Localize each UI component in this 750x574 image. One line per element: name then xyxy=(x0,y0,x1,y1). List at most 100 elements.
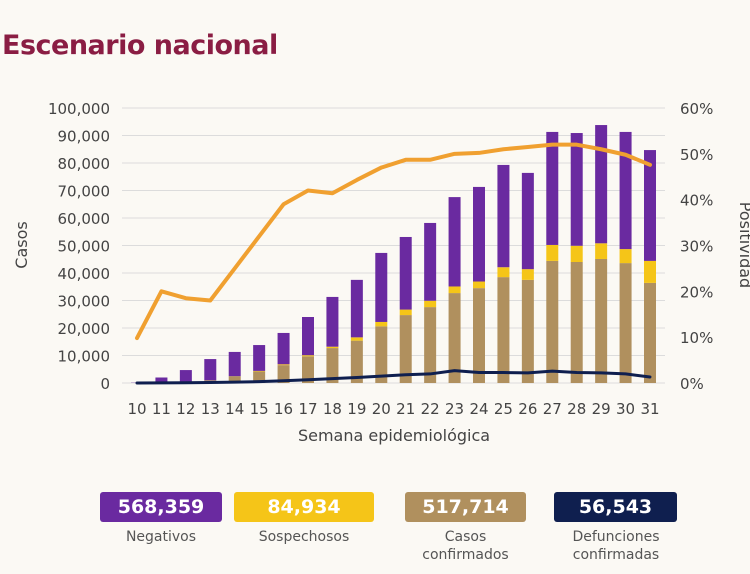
y-tick-label: 60,000 xyxy=(58,210,111,228)
x-tick-label: 23 xyxy=(445,400,464,418)
total-sospechosos: 84,934 xyxy=(234,492,374,522)
bar-negativos xyxy=(350,279,363,338)
x-tick-label: 10 xyxy=(127,400,146,418)
total-value: 84,934 xyxy=(267,496,341,518)
bar-confirmados xyxy=(424,307,437,383)
bar-sospechosos xyxy=(473,281,485,289)
y-tick-label: 0 xyxy=(100,375,110,393)
bar-confirmados xyxy=(350,340,363,383)
bar-confirmados xyxy=(326,348,339,383)
bar-negativos xyxy=(448,197,461,287)
bar-negativos xyxy=(204,359,217,381)
y2-tick-label: 10% xyxy=(680,329,713,347)
bar-sospechosos xyxy=(302,355,314,357)
y2-tick-label: 60% xyxy=(680,100,713,118)
bar-negativos xyxy=(521,172,534,270)
x-tick-label: 25 xyxy=(494,400,513,418)
bar-sospechosos xyxy=(546,244,559,261)
bar-negativos xyxy=(497,164,510,268)
x-tick-label: 21 xyxy=(396,400,415,418)
bar-negativos xyxy=(473,186,485,282)
x-tick-label: 24 xyxy=(469,400,488,418)
label-sospechosos: Sospechosos xyxy=(258,529,350,545)
total-value: 56,543 xyxy=(578,496,653,518)
line-defunciones xyxy=(135,369,652,385)
bar-negativos xyxy=(228,351,241,377)
total-value: 517,714 xyxy=(422,496,509,518)
bar-confirmados xyxy=(619,263,632,383)
x-axis-label: Semana epidemiológica xyxy=(298,426,490,445)
bar-confirmados xyxy=(228,376,241,383)
label-confirmados: Casos confirmados xyxy=(422,529,509,563)
x-tick-label: 29 xyxy=(592,400,611,418)
x-tick-label: 13 xyxy=(201,400,220,418)
x-tick-label: 20 xyxy=(372,400,391,418)
bar-confirmados xyxy=(277,365,290,383)
bar-negativos xyxy=(399,236,412,310)
bar-negativos xyxy=(326,296,339,347)
x-tick-label: 31 xyxy=(640,400,659,418)
y-tick-label: 50,000 xyxy=(58,238,111,256)
bar-confirmados xyxy=(473,288,485,383)
bar-negativos xyxy=(595,125,608,244)
bar-sospechosos xyxy=(399,309,412,316)
y2-tick-label: 50% xyxy=(680,146,713,164)
bar-sospechosos xyxy=(497,267,510,278)
bar-negativos xyxy=(302,317,314,356)
y-tick-label: 100,000 xyxy=(48,100,110,118)
x-tick-label: 22 xyxy=(421,400,440,418)
bar-sospechosos xyxy=(644,260,656,283)
x-tick-label: 26 xyxy=(518,400,537,418)
x-tick-label: 30 xyxy=(616,400,635,418)
y-tick-label: 70,000 xyxy=(58,183,111,201)
bar-negativos xyxy=(277,332,290,365)
bar-confirmados xyxy=(497,277,510,383)
bar-negativos xyxy=(155,377,168,383)
y2-tick-label: 0% xyxy=(680,375,704,393)
x-tick-label: 19 xyxy=(347,400,366,418)
bar-confirmados xyxy=(595,258,608,383)
bar-sospechosos xyxy=(570,245,583,262)
y2-tick-label: 30% xyxy=(680,238,713,256)
x-tick-label: 17 xyxy=(298,400,317,418)
bar-sospechosos xyxy=(424,300,437,308)
bar-negativos xyxy=(644,150,656,261)
bar-confirmados xyxy=(302,356,314,383)
label-negativos: Negativos xyxy=(125,529,197,545)
x-tick-label: 12 xyxy=(176,400,195,418)
y-tick-label: 20,000 xyxy=(58,320,111,338)
bar-negativos xyxy=(253,345,266,371)
y-tick-label: 10,000 xyxy=(58,348,111,366)
x-tick-label: 27 xyxy=(543,400,562,418)
bar-negativos xyxy=(375,252,388,322)
y2-tick-label: 40% xyxy=(680,192,713,210)
bar-negativos xyxy=(424,222,437,301)
bar-confirmados xyxy=(448,293,461,383)
bar-sospechosos xyxy=(521,269,534,280)
x-tick-label: 15 xyxy=(250,400,269,418)
line-positividad xyxy=(135,142,652,341)
bar-negativos xyxy=(179,370,192,383)
bar-confirmados xyxy=(521,279,534,383)
x-tick-label: 18 xyxy=(323,400,342,418)
y-tick-label: 30,000 xyxy=(58,293,111,311)
y2-axis-label: Positividad xyxy=(736,202,750,288)
y-tick-label: 90,000 xyxy=(58,128,111,146)
x-tick-label: 11 xyxy=(152,400,171,418)
total-confirmados: 517,714 xyxy=(405,492,526,522)
bar-sospechosos xyxy=(448,286,461,294)
chart: 0 10,000 20,000 30,000 40,000 50,000 60,000 70,… xyxy=(12,100,750,445)
bar-sospechosos xyxy=(375,321,388,327)
bar-sospechosos xyxy=(350,337,363,341)
bar-confirmados xyxy=(644,282,656,383)
bar-confirmados xyxy=(399,315,412,383)
total-value: 568,359 xyxy=(117,496,205,518)
bar-sospechosos xyxy=(326,346,339,349)
bar-confirmados xyxy=(570,262,583,383)
bar-negativos xyxy=(546,131,559,245)
bar-confirmados xyxy=(375,326,388,383)
total-defunciones: 56,543 xyxy=(554,492,677,522)
x-tick-label: 14 xyxy=(225,400,244,418)
y-tick-label: 40,000 xyxy=(58,265,111,283)
bar-sospechosos xyxy=(253,370,266,372)
